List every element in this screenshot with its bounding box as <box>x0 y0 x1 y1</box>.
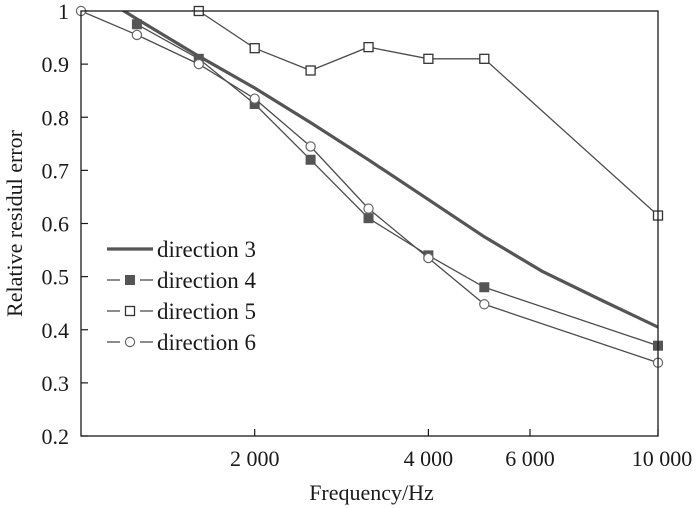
filled-square-marker <box>479 282 490 293</box>
legend-filled-square-marker <box>125 275 135 285</box>
open-square-marker <box>249 43 260 54</box>
filled-square-marker <box>305 154 316 165</box>
x-axis-label: Frequency/Hz <box>309 480 434 505</box>
open-square-marker <box>423 53 434 64</box>
series-direction-3 <box>120 11 658 329</box>
y-tick-label: 0.2 <box>42 424 70 449</box>
x-tick-label: 2 000 <box>230 446 280 471</box>
y-tick-label: 0.8 <box>42 105 70 130</box>
x-tick-label: 10 000 <box>632 446 693 471</box>
legend-label: direction 5 <box>157 299 256 324</box>
x-tick-label: 6 000 <box>505 446 555 471</box>
open-square-marker <box>479 53 490 64</box>
legend-open-circle-marker <box>124 336 136 348</box>
y-tick-label: 0.6 <box>42 212 70 237</box>
y-tick-label: 0.4 <box>42 318 70 343</box>
open-circle-marker <box>305 141 316 152</box>
legend: direction 3 direction 4 direction 5 directi… <box>107 237 256 355</box>
y-tick-label: 1 <box>58 0 69 24</box>
series-line <box>198 11 658 216</box>
y-axis: 0.2 0.3 0.4 0.5 0.6 0.7 0.8 0.9 1 <box>42 0 88 449</box>
open-circle-marker <box>193 58 204 70</box>
open-square-marker <box>363 41 374 53</box>
open-circle-marker <box>131 29 143 41</box>
series-line <box>136 23 658 347</box>
y-tick-label: 0.5 <box>42 265 70 290</box>
legend-label: direction 6 <box>157 330 256 355</box>
open-circle-marker <box>423 252 434 264</box>
series-direction-6 <box>75 5 664 368</box>
legend-open-square-marker <box>124 305 136 317</box>
y-tick-label: 0.7 <box>42 158 70 183</box>
open-circle-marker <box>249 93 260 104</box>
legend-label: direction 4 <box>157 268 256 293</box>
y-tick-label: 0.3 <box>42 371 70 396</box>
open-circle-marker <box>479 299 490 310</box>
filled-square-marker <box>131 19 142 30</box>
filled-square-marker <box>363 213 374 224</box>
plot-frame <box>80 10 659 437</box>
x-axis: 2 000 4 000 6 000 10 000 <box>230 429 692 471</box>
x-tick-label: 4 000 <box>404 446 454 471</box>
legend-label: direction 3 <box>157 237 256 262</box>
open-circle-marker <box>363 203 374 214</box>
series-line <box>120 11 658 329</box>
open-square-marker <box>305 65 316 76</box>
y-axis-label: Relative residul error <box>2 129 27 317</box>
plot-area <box>75 5 664 368</box>
y-tick-label: 0.9 <box>42 52 70 77</box>
